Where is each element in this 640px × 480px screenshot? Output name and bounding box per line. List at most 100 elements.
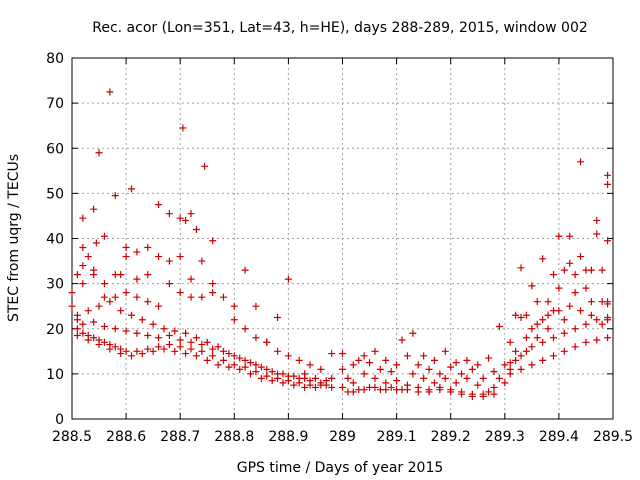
data-point	[533, 334, 541, 342]
data-point	[257, 363, 265, 371]
data-point	[106, 88, 114, 96]
data-point	[387, 383, 395, 391]
data-point	[176, 336, 184, 344]
data-point	[160, 345, 168, 353]
data-point	[198, 293, 206, 301]
y-tick-label: 60	[46, 141, 64, 157]
data-point	[165, 341, 173, 349]
data-point	[425, 365, 433, 373]
data-point	[349, 361, 357, 369]
y-tick-label: 30	[46, 277, 64, 293]
data-point	[209, 289, 217, 297]
data-point	[182, 216, 190, 224]
data-point	[79, 214, 87, 222]
data-point	[566, 302, 574, 310]
data-point	[138, 350, 146, 358]
data-point	[463, 356, 471, 364]
data-point	[539, 255, 547, 263]
data-point	[479, 374, 487, 382]
data-point	[68, 289, 76, 297]
data-point	[560, 266, 568, 274]
data-point	[165, 210, 173, 218]
data-point	[252, 334, 260, 342]
x-tick-label: 288.6	[106, 429, 146, 445]
data-point	[328, 350, 336, 358]
x-tick-label: 289.3	[485, 429, 525, 445]
data-point	[187, 210, 195, 218]
data-point	[241, 266, 249, 274]
data-point	[79, 244, 87, 252]
data-point	[230, 302, 238, 310]
data-point	[252, 302, 260, 310]
data-point	[382, 379, 390, 387]
data-point	[203, 338, 211, 346]
data-point	[577, 307, 585, 315]
data-point	[209, 345, 217, 353]
data-point	[128, 185, 136, 193]
data-point	[284, 275, 292, 283]
data-point	[566, 259, 574, 267]
data-point	[544, 298, 552, 306]
data-point	[133, 347, 141, 355]
data-point	[209, 352, 217, 360]
data-point	[122, 253, 130, 261]
x-axis-label: GPS time / Days of year 2015	[237, 460, 444, 476]
data-point	[474, 381, 482, 389]
data-point	[252, 361, 260, 369]
data-point	[555, 307, 563, 315]
data-point	[593, 336, 601, 344]
data-point	[582, 284, 590, 292]
tick-labels: 288.5 288.6 288.7 288.8 288.9 289 289.1 289.2 28…	[46, 51, 633, 445]
data-point	[382, 386, 390, 394]
data-point	[160, 325, 168, 333]
y-tick-label: 40	[46, 232, 64, 248]
data-point	[90, 318, 98, 326]
data-point	[263, 372, 271, 380]
data-point	[176, 214, 184, 222]
data-point	[571, 289, 579, 297]
data-point	[111, 271, 119, 279]
data-point	[117, 307, 125, 315]
x-tick-label: 288.5	[52, 429, 92, 445]
data-point	[225, 350, 233, 358]
data-point	[209, 280, 217, 288]
data-point	[414, 361, 422, 369]
data-point	[414, 388, 422, 396]
data-point	[403, 352, 411, 360]
axis-ticks	[71, 57, 614, 420]
data-point	[176, 343, 184, 351]
data-point	[182, 329, 190, 337]
data-point	[230, 316, 238, 324]
data-point	[522, 334, 530, 342]
data-point	[598, 320, 606, 328]
data-point	[192, 334, 200, 342]
data-point	[566, 232, 574, 240]
data-point	[501, 379, 509, 387]
data-point	[274, 313, 282, 321]
data-point	[517, 264, 525, 272]
data-point	[219, 356, 227, 364]
data-point	[149, 347, 157, 355]
data-point	[79, 329, 87, 337]
data-point	[360, 352, 368, 360]
data-point	[587, 266, 595, 274]
data-point	[138, 316, 146, 324]
data-point	[366, 359, 374, 367]
data-point	[73, 332, 81, 340]
data-point	[604, 313, 612, 321]
data-point	[268, 377, 276, 385]
data-point	[587, 298, 595, 306]
data-point	[571, 271, 579, 279]
data-point	[539, 338, 547, 346]
data-point	[360, 386, 368, 394]
data-point	[295, 356, 303, 364]
data-point	[517, 313, 525, 321]
data-point	[360, 370, 368, 378]
data-point	[133, 293, 141, 301]
data-point	[182, 350, 190, 358]
data-point	[155, 201, 163, 209]
data-point	[100, 232, 108, 240]
data-point	[100, 322, 108, 330]
data-point	[311, 383, 319, 391]
